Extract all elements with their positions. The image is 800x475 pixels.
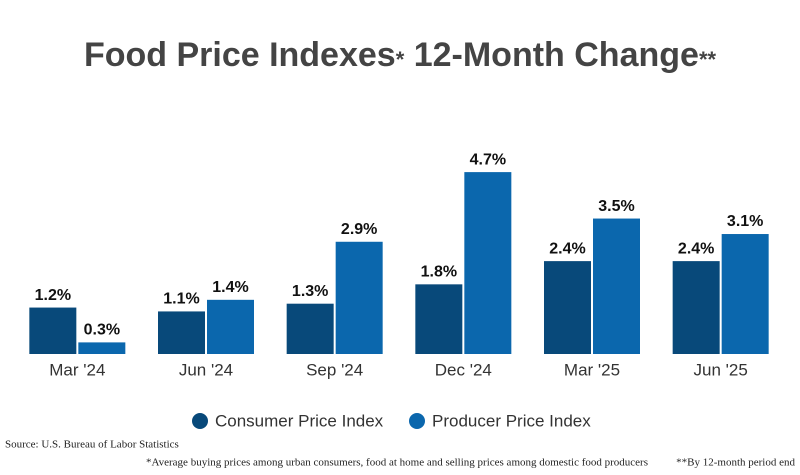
x-tick-label: Mar '24 [49, 360, 105, 379]
legend-marker [409, 413, 425, 429]
chart-title: Food Price Indexes* 12-Month Change** [84, 36, 717, 74]
legend-label: Producer Price Index [432, 411, 591, 430]
bar [415, 284, 463, 354]
legend-label: Consumer Price Index [215, 411, 384, 430]
x-tick-label: Mar '25 [564, 360, 620, 379]
x-tick-label: Sep '24 [306, 360, 363, 379]
bar [207, 299, 254, 354]
value-label: 2.4% [678, 240, 714, 257]
bar [593, 218, 640, 354]
value-label: 4.7% [470, 151, 506, 168]
value-label: 1.4% [212, 279, 248, 296]
source: Source: U.S. Bureau of Labor Statistics [5, 439, 179, 451]
title-mark: * [396, 47, 405, 72]
value-label: 1.8% [421, 264, 457, 281]
bar [335, 241, 383, 354]
value-label: 1.2% [35, 287, 71, 304]
legend-marker [192, 413, 208, 429]
value-label: 2.9% [341, 221, 377, 238]
x-tick-label: Dec '24 [435, 360, 492, 379]
bar [721, 234, 769, 354]
bar [158, 311, 205, 354]
value-label: 3.1% [727, 213, 763, 230]
bar [672, 261, 720, 354]
bar [544, 261, 591, 354]
footnote: *Average buying prices among urban consu… [146, 457, 648, 469]
value-label: 1.3% [292, 283, 328, 300]
title-text: 12-Month Change [404, 36, 699, 74]
footnote: **By 12-month period end [676, 457, 795, 469]
value-label: 1.1% [163, 291, 199, 308]
value-label: 2.4% [549, 240, 585, 257]
bar [29, 307, 77, 354]
value-label: 3.5% [598, 198, 634, 215]
x-tick-label: Jun '25 [694, 360, 748, 379]
value-label: 0.3% [84, 322, 120, 339]
x-tick-label: Jun '24 [179, 360, 233, 379]
title-text: Food Price Indexes [84, 36, 396, 74]
bar [286, 303, 334, 354]
bar [464, 172, 512, 354]
title-mark: ** [699, 47, 717, 72]
bar [78, 342, 126, 354]
